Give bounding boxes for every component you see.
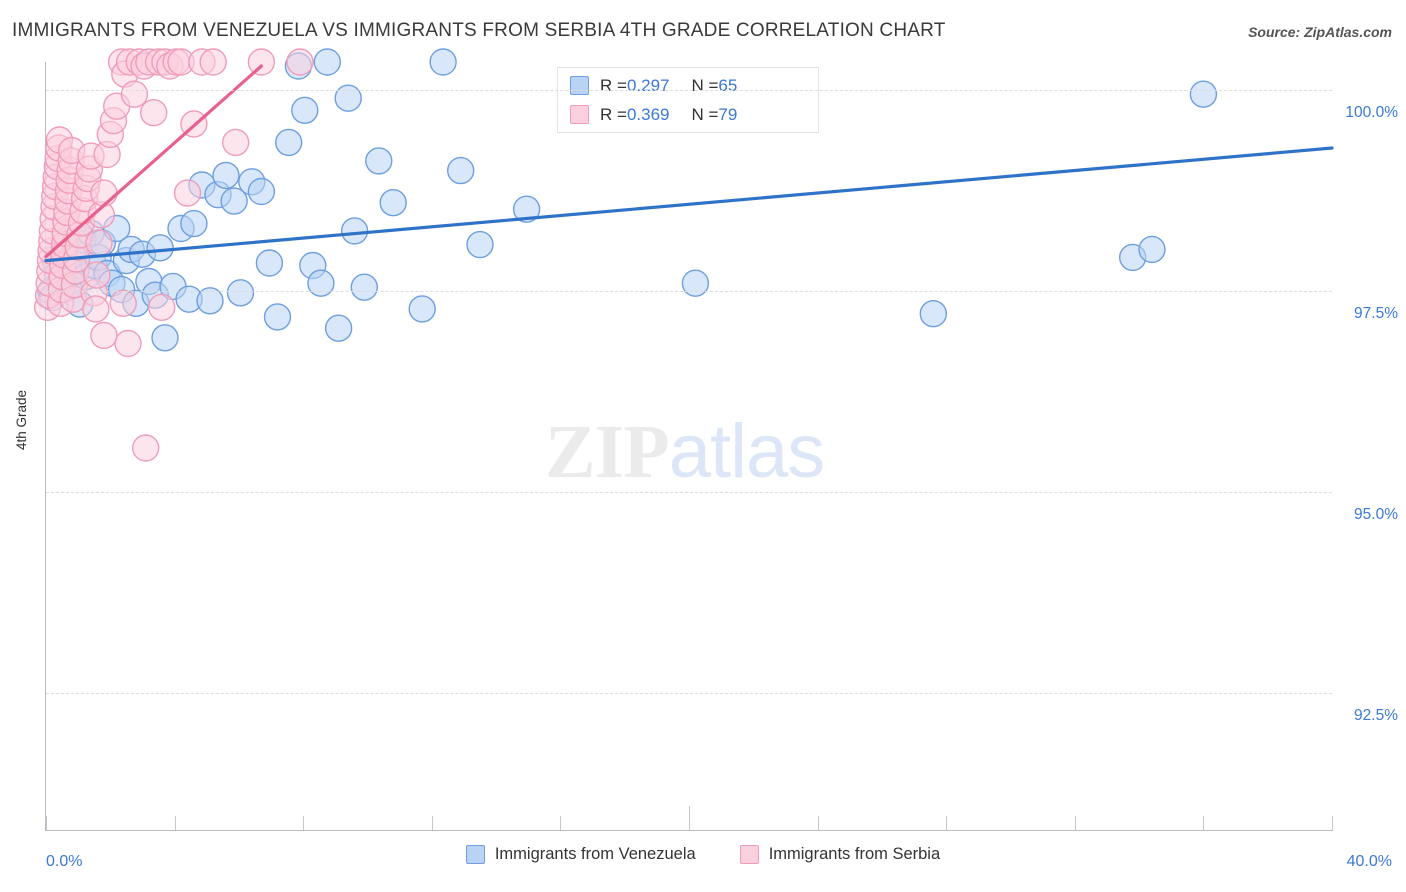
x-axis-tick xyxy=(174,816,176,830)
legend-swatch-serbia xyxy=(570,105,589,124)
data-point xyxy=(90,321,118,350)
data-point xyxy=(139,98,168,127)
n-value-serbia: 79 xyxy=(718,104,738,124)
correlation-stats-legend: R = 0.297 N = 65 R = 0.369 N = 79 xyxy=(557,67,819,133)
r-label-serbia: R = xyxy=(600,104,627,124)
data-point xyxy=(199,48,227,76)
data-point xyxy=(85,229,113,257)
legend-label-venezuela: Immigrants from Venezuela xyxy=(494,845,696,863)
x-axis-tick xyxy=(1332,816,1333,830)
data-point xyxy=(147,293,176,321)
legend-item-serbia[interactable]: Immigrants from Serbia xyxy=(739,845,941,864)
data-point xyxy=(90,179,118,207)
legend-row-serbia: R = 0.369 N = 79 xyxy=(570,100,806,129)
legend-label-serbia: Immigrants from Serbia xyxy=(768,845,941,863)
source-attribution: Source: ZipAtlas.com xyxy=(1248,24,1392,40)
data-point xyxy=(82,295,110,323)
data-point xyxy=(220,187,248,215)
x-axis-tick xyxy=(1074,816,1076,830)
y-axis-tick-label: 97.5% xyxy=(1354,305,1398,323)
x-axis-tick xyxy=(560,816,562,830)
data-point xyxy=(307,269,335,297)
gridline-y xyxy=(46,492,1332,494)
n-label-serbia: N = xyxy=(691,104,719,124)
data-point xyxy=(151,324,179,352)
x-axis-tick xyxy=(303,816,305,830)
data-point xyxy=(291,96,319,125)
x-axis-tick xyxy=(1203,816,1205,830)
n-value-venezuela: 65 xyxy=(718,75,738,95)
data-point xyxy=(313,48,341,76)
r-value-venezuela: 0.297 xyxy=(626,75,670,95)
data-point xyxy=(286,48,314,76)
data-point xyxy=(919,300,947,328)
data-point xyxy=(512,195,541,223)
x-axis-min-label: 0.0% xyxy=(46,853,83,870)
data-point xyxy=(324,314,353,342)
page-title: IMMIGRANTS FROM VENEZUELA VS IMMIGRANTS … xyxy=(12,20,946,41)
legend-color-venezuela xyxy=(465,845,485,864)
data-point xyxy=(83,261,111,289)
data-point xyxy=(114,329,142,358)
data-point xyxy=(120,80,149,108)
y-axis-tick-label: 92.5% xyxy=(1354,707,1398,725)
data-point xyxy=(247,48,276,76)
data-point xyxy=(447,156,475,185)
series-legend: Immigrants from Venezuela Immigrants fro… xyxy=(0,845,1406,864)
legend-row-venezuela: R = 0.297 N = 65 xyxy=(570,71,806,100)
data-point xyxy=(334,84,362,112)
x-axis-tick xyxy=(689,806,690,830)
data-point xyxy=(247,177,276,206)
data-point xyxy=(212,161,240,190)
x-axis-max-label: 40.0% xyxy=(1346,853,1392,870)
x-axis-tick xyxy=(946,816,948,830)
data-point xyxy=(365,147,393,175)
data-point xyxy=(226,279,255,307)
data-point xyxy=(146,234,174,262)
data-point xyxy=(131,434,160,462)
x-axis-line xyxy=(45,830,1333,831)
data-point xyxy=(350,273,378,301)
x-axis-tick xyxy=(431,816,433,830)
trendline-serbia xyxy=(44,64,263,259)
data-point xyxy=(263,303,292,331)
y-axis-tick-label: 95.0% xyxy=(1354,506,1398,524)
data-point xyxy=(379,188,407,217)
gridline-y xyxy=(46,693,1332,695)
data-point xyxy=(1138,235,1166,264)
data-point xyxy=(681,269,710,297)
n-label-venezuela: N = xyxy=(691,75,719,95)
data-point xyxy=(340,217,369,245)
x-axis-tick xyxy=(46,816,47,830)
y-axis-line xyxy=(45,62,46,830)
data-point xyxy=(221,128,250,157)
legend-item-venezuela[interactable]: Immigrants from Venezuela xyxy=(465,845,696,864)
data-point xyxy=(109,289,137,317)
data-point xyxy=(255,249,284,277)
legend-swatch-venezuela xyxy=(570,76,589,95)
data-point xyxy=(1189,80,1218,108)
legend-color-serbia xyxy=(739,845,759,864)
data-point xyxy=(173,179,202,207)
data-point xyxy=(180,209,208,238)
trendline-venezuela xyxy=(44,146,1334,263)
data-point xyxy=(429,48,457,76)
gridline-y xyxy=(46,90,1332,92)
r-label-venezuela: R = xyxy=(600,75,627,95)
y-axis-tick-label: 100.0% xyxy=(1345,104,1398,122)
r-value-serbia: 0.369 xyxy=(626,104,670,124)
data-point xyxy=(196,287,224,315)
x-axis-tick xyxy=(817,816,819,830)
gridline-y xyxy=(46,291,1332,293)
data-point xyxy=(466,230,494,259)
data-point xyxy=(275,128,303,157)
data-point xyxy=(408,295,436,323)
